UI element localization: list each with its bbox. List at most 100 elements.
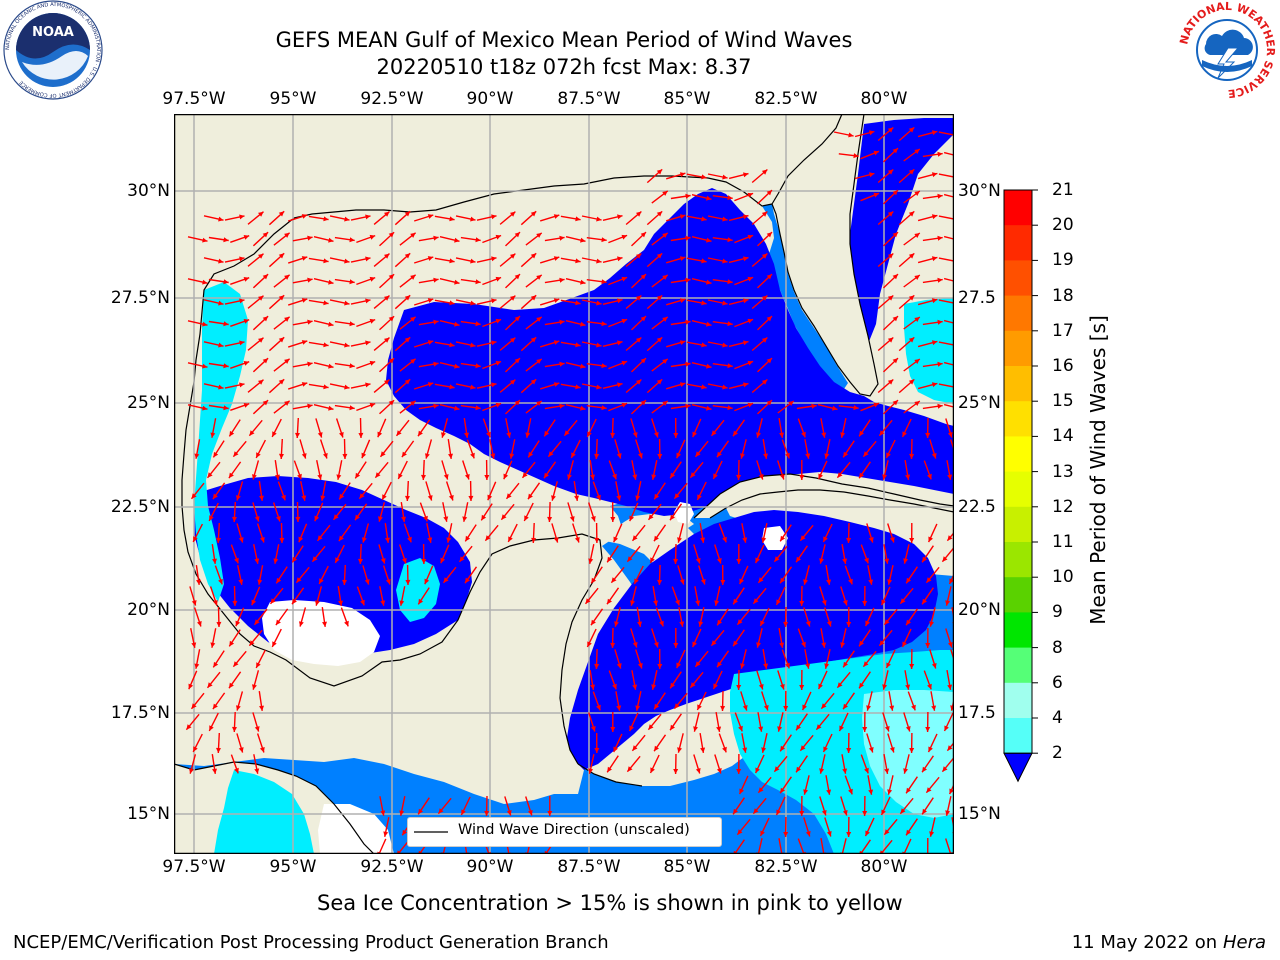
wave-arrow-head [779, 642, 785, 648]
wave-arrow-head [441, 432, 446, 438]
wave-arrow-head [433, 235, 439, 241]
wave-arrow-head [931, 298, 938, 304]
wave-arrow-head [862, 811, 868, 816]
wave-arrow-head [404, 337, 411, 343]
wave-arrow-head [617, 340, 623, 346]
wave-arrow-head [228, 472, 234, 479]
wave-arrow-head [722, 536, 727, 543]
wave-arrow-head [495, 402, 502, 408]
wave-arrow-head [843, 703, 848, 710]
wave-arrow-head [928, 536, 933, 543]
wave-arrow-head [601, 321, 607, 327]
wave-arrow-head [756, 642, 761, 648]
wave-arrow-head [706, 363, 712, 369]
wave-zone-light [194, 282, 248, 602]
wave-arrow-head [320, 495, 326, 501]
wave-arrow-head [685, 319, 691, 325]
wave-arrow-head [514, 232, 520, 238]
wave-arrow-head [720, 705, 726, 711]
wave-arrow-head [365, 214, 371, 220]
wave-arrow-head [892, 232, 898, 238]
wave-arrow-head [528, 451, 534, 458]
wave-arrow-head [284, 274, 290, 280]
wave-arrow-head [892, 400, 898, 406]
wave-arrow-head [301, 495, 307, 501]
wave-arrow-head [743, 172, 749, 178]
wave-arrow-head [530, 379, 537, 385]
wave-arrow-head [216, 621, 222, 627]
wave-arrow-head [544, 472, 549, 479]
wave-arrow-head [706, 195, 712, 201]
wave-arrow-head [679, 298, 686, 303]
wave-arrow-head [610, 727, 616, 732]
wave-arrow-head [475, 363, 481, 369]
wave-arrow-head [530, 253, 537, 259]
wave-arrow-head [763, 453, 768, 459]
lat-tick-right: 17.5 [958, 703, 996, 723]
wave-arrow-head [251, 599, 257, 606]
wave-arrow-head [905, 726, 911, 732]
wave-arrow-head [319, 578, 324, 584]
wave-arrow-head [421, 559, 427, 564]
wave-arrow-head [567, 474, 572, 480]
wave-arrow-head [587, 431, 592, 437]
wave-arrow-head [212, 558, 217, 564]
wave-arrow-head [796, 724, 801, 731]
map-subtitle: 20220510 t18z 072h fcst Max: 8.37 [376, 55, 752, 79]
lat-tick-right: 20°N [958, 600, 1001, 620]
wave-arrow-head [927, 473, 932, 480]
wave-arrow-head [596, 342, 602, 348]
wave-arrow-head [612, 473, 617, 480]
wave-arrow-head [887, 169, 894, 175]
wave-arrow-head [931, 340, 938, 346]
wave-arrow-head [410, 400, 416, 406]
wave-arrow-head [575, 384, 581, 390]
wave-arrow-head [510, 337, 516, 343]
wave-arrow-head [465, 535, 471, 542]
wave-arrow-head [481, 514, 487, 521]
wave-arrow-head [212, 703, 218, 710]
wave-arrow-head [433, 403, 439, 409]
wave-arrow-head [761, 379, 768, 385]
colorbar-segment [1004, 330, 1032, 367]
wave-arrow-head [404, 211, 411, 217]
wave-arrow-head [433, 319, 439, 325]
wave-arrow-head [673, 643, 679, 648]
wave-arrow-head [701, 384, 707, 390]
wave-arrow [938, 215, 954, 220]
wave-arrow-head [884, 726, 890, 732]
lat-tick-left: 17.5°N [110, 703, 170, 723]
wave-arrow-head [495, 276, 502, 282]
wave-arrow-head [616, 453, 622, 459]
wave-arrow-head [544, 430, 550, 437]
wave-arrow-head [914, 191, 920, 196]
wave-arrow-head [213, 600, 218, 606]
wave-arrow-head [947, 474, 953, 480]
wave-arrow-head [674, 703, 680, 709]
wave-arrow-head [892, 148, 898, 154]
wave-arrow-head [501, 514, 507, 520]
wave-arrow-head [322, 621, 327, 627]
wave-arrow-head [243, 319, 250, 324]
wave-arrow-head [385, 537, 390, 543]
wave-arrow-head [339, 493, 345, 500]
wave-arrow-head [369, 318, 376, 324]
wave-arrow-head [799, 811, 805, 816]
wave-arrow-head [758, 787, 764, 793]
wave-arrow-head [617, 298, 623, 304]
wave-arrow-head [212, 493, 218, 500]
wave-arrow-head [194, 663, 200, 669]
wave-arrow-head [256, 662, 261, 668]
wave-arrow-head [733, 640, 738, 647]
wave-arrow-head [701, 342, 707, 348]
wave-arrow-head [949, 788, 954, 795]
wave-arrow-head [758, 577, 764, 583]
wave-arrow-head [662, 190, 668, 196]
wave-arrow-head [931, 705, 937, 711]
wave-arrow-head [843, 451, 849, 458]
land-area [174, 114, 602, 804]
wave-arrow-head [713, 473, 718, 479]
wave-arrow-head [662, 232, 668, 238]
wave-arrow-head [863, 661, 869, 667]
wave-arrow-head [733, 430, 738, 437]
